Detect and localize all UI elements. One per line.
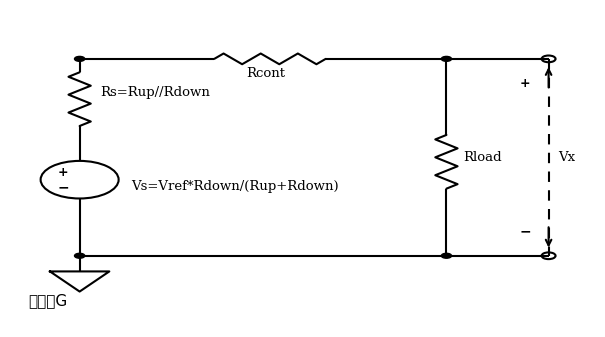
Circle shape (441, 56, 451, 61)
Circle shape (74, 56, 85, 61)
Text: Vs=Vref*Rdown/(Rup+Rdown): Vs=Vref*Rdown/(Rup+Rdown) (131, 180, 338, 193)
Text: Rs=Rup//Rdown: Rs=Rup//Rdown (100, 86, 210, 99)
Circle shape (441, 253, 451, 258)
Text: Vx: Vx (558, 151, 575, 164)
Text: +: + (57, 166, 68, 179)
Text: −: − (520, 224, 531, 238)
Circle shape (74, 253, 85, 258)
Text: Rcont: Rcont (246, 67, 285, 80)
Text: Rload: Rload (463, 151, 502, 164)
Text: 参考地G: 参考地G (28, 293, 68, 308)
Text: +: + (520, 77, 531, 90)
Text: −: − (57, 181, 69, 195)
